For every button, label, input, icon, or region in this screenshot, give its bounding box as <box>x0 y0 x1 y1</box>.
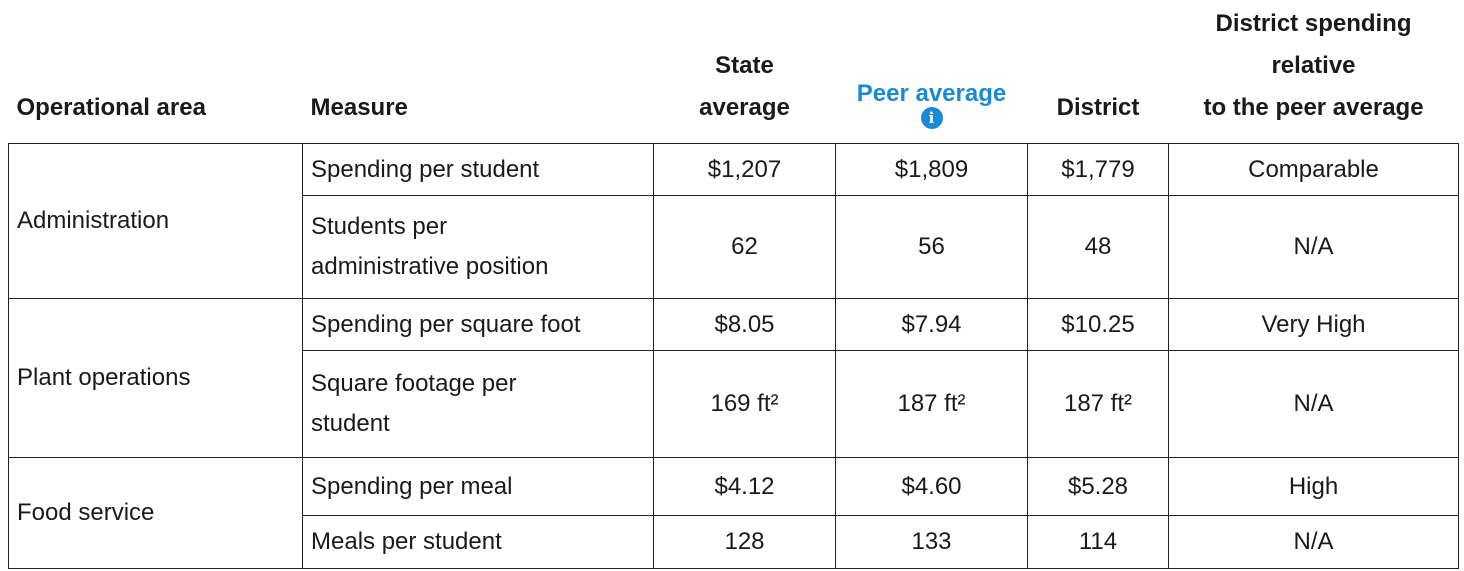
assessment: N/A <box>1168 195 1459 299</box>
assessment: N/A <box>1168 350 1459 458</box>
value-cell: 187 ft² <box>835 350 1028 458</box>
text-line: Spending per square foot <box>311 310 581 338</box>
header-row: Operational area Measure State average Peer … <box>9 0 1459 144</box>
table-row: Administration Spending per student $1,207… <box>8 143 1459 299</box>
value-cell: 62 <box>653 195 836 299</box>
text-line: Measure <box>310 94 408 121</box>
table-row: Plant operations Spending per square foot… <box>8 298 1459 458</box>
text-line: average <box>699 94 790 121</box>
text-line: Students per <box>311 213 448 240</box>
operational-area: Food service <box>8 457 303 569</box>
value-cell: 48 <box>1027 195 1169 299</box>
value-cell: 128 <box>653 515 836 569</box>
text-line: Meals per student <box>311 528 502 555</box>
value-cell: $1,207 <box>653 143 836 196</box>
value-cell: $1,809 <box>835 143 1028 196</box>
measure: Spending per meal <box>302 457 654 516</box>
measure: Students per administrative position <box>302 195 654 299</box>
text-line: Operational area <box>16 94 206 121</box>
measure: Square footage per student <box>302 350 654 458</box>
text-line: student <box>311 410 390 437</box>
value-cell: $7.94 <box>835 298 1028 351</box>
text-line: District <box>1056 94 1140 121</box>
text-line: Spending per meal <box>311 472 513 500</box>
column-header: State average <box>654 0 836 144</box>
operational-area: Administration <box>8 143 303 299</box>
info-icon[interactable]: i <box>920 107 943 129</box>
measure: Spending per square foot <box>302 298 654 351</box>
table-row: Square footage per student 169 ft² 187 ft² 1… <box>9 350 1459 458</box>
text-line: relative <box>1271 52 1356 79</box>
text-line: District spending <box>1215 10 1412 37</box>
column-header: Peer average i <box>836 0 1028 144</box>
column-header: District <box>1028 0 1169 144</box>
assessment: Comparable <box>1168 143 1459 196</box>
value-cell: $4.60 <box>835 457 1028 516</box>
assessment: N/A <box>1168 515 1459 569</box>
text-line: to the peer average <box>1203 94 1424 121</box>
column-header: District spending relative to the peer ave… <box>1169 0 1459 144</box>
table-row: Students per administrative position 62 56 4… <box>9 195 1459 299</box>
value-cell: $4.12 <box>653 457 836 516</box>
operational-area: Plant operations <box>8 298 303 458</box>
value-cell: 169 ft² <box>653 350 836 458</box>
value-cell: $5.28 <box>1027 457 1169 516</box>
assessment: Very High <box>1168 298 1459 351</box>
table-body: Administration Spending per student $1,207… <box>8 143 1459 569</box>
value-cell: $8.05 <box>653 298 836 351</box>
text-line: administrative position <box>311 253 549 280</box>
data-table: Operational area Measure State average Peer … <box>8 0 1459 569</box>
text-line: State <box>715 52 774 79</box>
table-row: Food service Spending per meal $4.12 $4.60 $… <box>8 457 1459 569</box>
measure: Spending per student <box>302 143 654 196</box>
value-cell: 187 ft² <box>1027 350 1169 458</box>
column-header: Operational area <box>9 0 303 144</box>
value-cell: $1,779 <box>1027 143 1169 196</box>
value-cell: 56 <box>835 195 1028 299</box>
value-cell: 133 <box>835 515 1028 569</box>
text-line: Peer average <box>856 80 1007 107</box>
value-cell: $10.25 <box>1027 298 1169 351</box>
table-row: Meals per student 128 133 114 N/A <box>9 515 1459 569</box>
text-line: Square footage per <box>311 370 517 397</box>
value-cell: 114 <box>1027 515 1169 569</box>
text-line: Spending per student <box>311 155 540 183</box>
column-header: Measure <box>303 0 654 144</box>
measure: Meals per student <box>302 515 654 569</box>
assessment: High <box>1168 457 1459 516</box>
